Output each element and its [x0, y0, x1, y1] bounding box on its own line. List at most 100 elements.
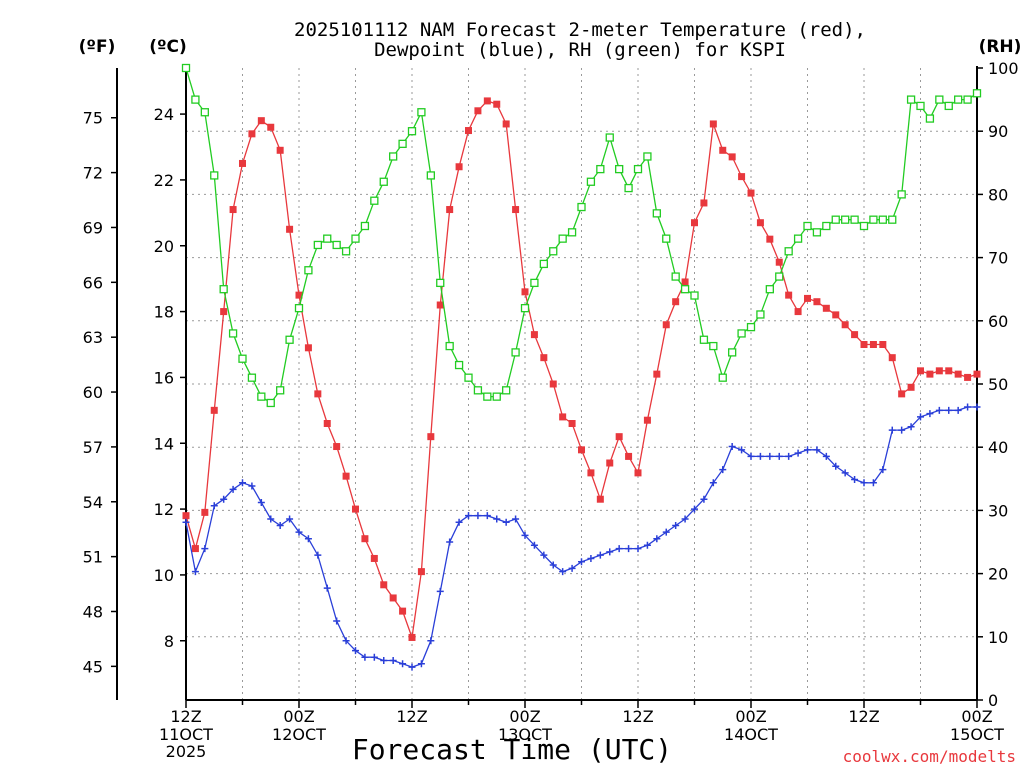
rh-point — [473, 386, 483, 395]
temperature-point — [973, 370, 981, 378]
fahrenheit-tick-label: 66 — [83, 273, 103, 292]
watermark: coolwx.com/modelts — [843, 747, 1016, 766]
dewpoint-point — [352, 647, 359, 655]
fahrenheit-tick-label: 57 — [83, 438, 103, 457]
chart-title-line-1: 2025101112 NAM Forecast 2-meter Temperat… — [294, 19, 866, 41]
temperature-point — [775, 258, 783, 266]
temperature-point — [869, 341, 877, 348]
temperature-point — [521, 288, 529, 296]
dewpoint-point — [719, 466, 727, 474]
rh-point — [944, 101, 953, 111]
x-tick-label-date: 13OCT — [498, 725, 552, 744]
celsius-tick-label: 14 — [154, 434, 174, 453]
celsius-tick-label: 12 — [154, 500, 174, 519]
rh-point — [379, 177, 388, 186]
temperature-point — [634, 469, 642, 477]
dewpoint-point — [323, 584, 331, 592]
dewpoint-point — [286, 515, 294, 523]
temperature-point — [747, 189, 755, 197]
temperature-point — [653, 370, 661, 378]
dewpoint-point — [267, 515, 275, 523]
rh-point — [181, 63, 191, 73]
rh-point — [520, 304, 530, 313]
temperature-point — [709, 120, 717, 128]
rh-point — [859, 221, 869, 231]
dewpoint-point — [634, 545, 642, 553]
temperature-point — [455, 163, 463, 171]
dewpoint-point — [304, 535, 312, 543]
temperature-point — [370, 554, 378, 562]
dewpoint-point — [794, 449, 802, 457]
temperature-point — [596, 495, 604, 503]
rh-point — [502, 386, 511, 395]
rh-point — [304, 266, 313, 275]
dewpoint-point — [182, 518, 190, 526]
rh-point — [728, 348, 737, 357]
dewpoint-point — [314, 551, 322, 559]
dewpoint-point — [672, 522, 680, 530]
temperature-point — [841, 321, 849, 329]
series-layer — [181, 63, 982, 671]
temperature-point — [304, 344, 312, 352]
dewpoint-point — [370, 653, 378, 661]
temperature-point — [935, 367, 943, 375]
temperature-point — [907, 383, 915, 391]
x-tick-label-time: 00Z — [961, 707, 992, 726]
rh-point — [492, 392, 501, 401]
dewpoint-point — [813, 446, 821, 454]
dewpoint-point — [295, 528, 303, 536]
temperature-point — [738, 173, 746, 181]
rh-tick-label: 60 — [988, 312, 1008, 331]
dewpoint-point — [606, 548, 614, 556]
dewpoint-point — [756, 452, 764, 460]
rh-point — [558, 234, 567, 243]
rh-point — [285, 335, 294, 344]
x-tick-label-date: 14OCT — [724, 725, 778, 744]
temperature-point — [436, 301, 444, 309]
rh-point — [454, 360, 464, 370]
temperature-point — [832, 311, 840, 319]
temperature-point — [625, 452, 633, 460]
fahrenheit-tick-label: 63 — [83, 328, 103, 347]
rh-tick-label: 50 — [988, 375, 1008, 394]
fahrenheit-tick-label: 72 — [83, 164, 103, 183]
rh-point — [596, 164, 605, 174]
temperature-point — [248, 130, 256, 138]
fahrenheit-tick-label: 75 — [83, 109, 103, 128]
temperature-point — [512, 206, 520, 214]
dewpoint-point — [578, 558, 585, 566]
rh-point — [228, 329, 238, 338]
x-tick-label-time: 12Z — [170, 707, 201, 726]
temperature-point — [587, 469, 595, 477]
rh-point — [737, 329, 746, 338]
rh-point — [699, 335, 709, 344]
rh-point — [436, 278, 445, 288]
dewpoint-point — [860, 479, 868, 487]
rh-point — [586, 177, 596, 186]
dewpoint-point — [201, 545, 209, 553]
temperature-point — [700, 199, 708, 207]
temperature-point — [408, 633, 416, 641]
rh-point — [888, 215, 897, 224]
temperature-point — [229, 206, 237, 214]
rh-point — [417, 108, 426, 117]
temperature-point — [804, 294, 811, 302]
rh-point — [633, 164, 643, 174]
rh-point — [690, 291, 699, 300]
dewpoint-point — [380, 657, 388, 664]
rh-point — [662, 234, 671, 243]
rh-point — [219, 285, 228, 294]
temperature-point — [888, 354, 896, 362]
series-relative-humidity — [181, 63, 982, 408]
rh-point — [756, 310, 765, 319]
rh-point — [972, 89, 982, 98]
dewpoint-point — [239, 479, 246, 487]
x-tick-label-date: 15OCT — [950, 725, 1004, 744]
celsius-tick-label: 8 — [164, 632, 174, 651]
dewpoint-point — [822, 452, 830, 460]
rh-point — [643, 152, 652, 161]
temperature-point — [465, 127, 472, 135]
rh-point — [332, 240, 341, 250]
rh-point — [671, 272, 680, 281]
dewpoint-point — [747, 452, 755, 460]
